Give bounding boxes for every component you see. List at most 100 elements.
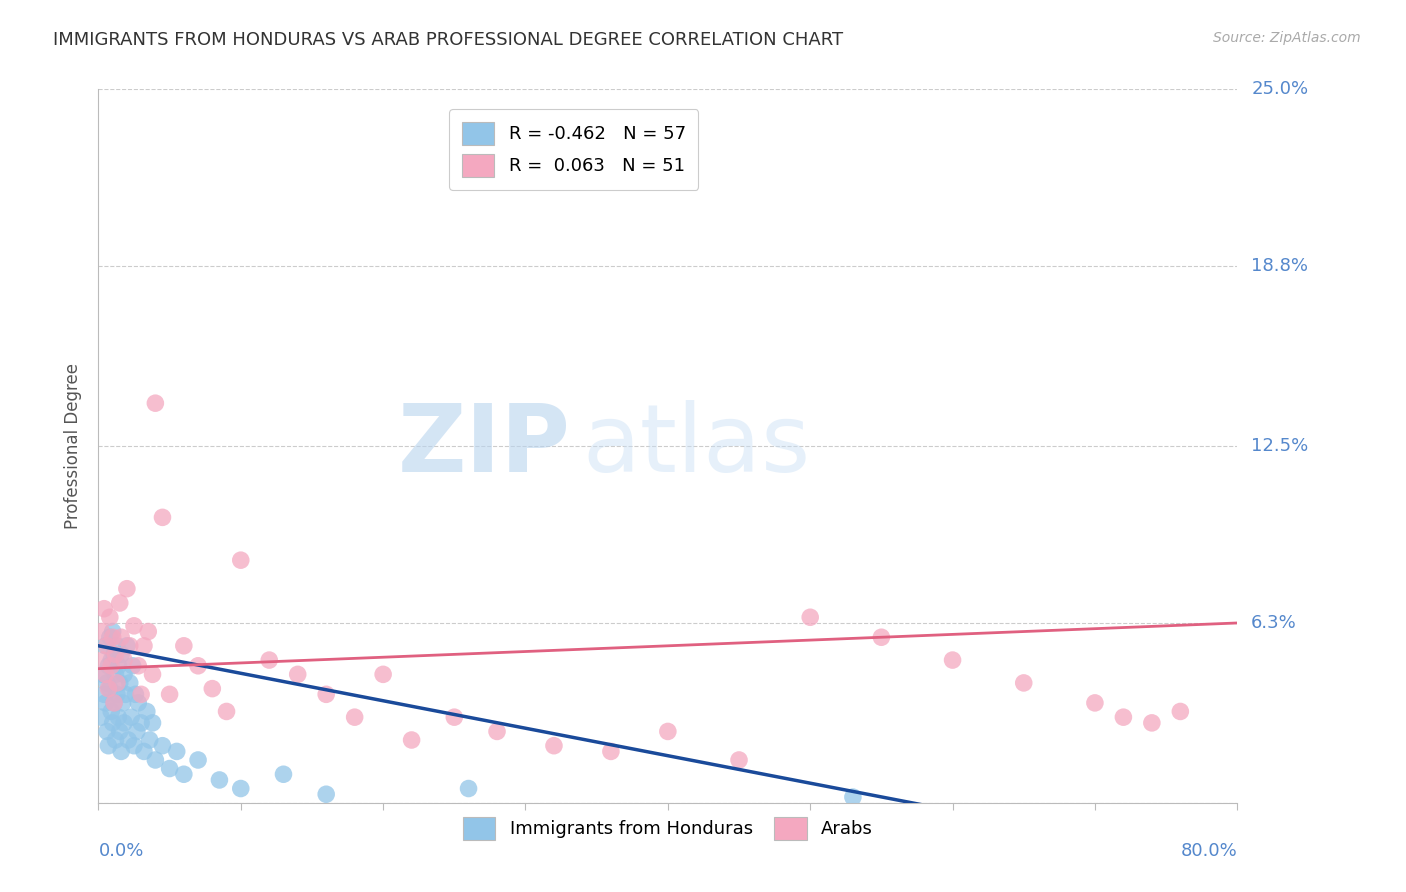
Point	[120, 710, 142, 724]
Point	[1012, 676, 1035, 690]
Point	[166, 744, 188, 758]
Point	[1112, 710, 1135, 724]
Point	[728, 753, 751, 767]
Point	[315, 787, 337, 801]
Point	[215, 705, 238, 719]
Point	[110, 744, 132, 758]
Text: atlas: atlas	[582, 400, 811, 492]
Point	[287, 667, 309, 681]
Point	[94, 667, 117, 681]
Point	[152, 510, 174, 524]
Point	[842, 790, 865, 805]
Point	[96, 724, 118, 739]
Point	[97, 739, 120, 753]
Point	[90, 624, 112, 639]
Point	[91, 667, 114, 681]
Text: Source: ZipAtlas.com: Source: ZipAtlas.com	[1213, 31, 1361, 45]
Point	[799, 610, 821, 624]
Point	[141, 715, 163, 730]
Point	[259, 653, 281, 667]
Point	[107, 658, 129, 673]
Point	[97, 658, 120, 673]
Point	[127, 658, 149, 673]
Point	[103, 648, 125, 662]
Point	[101, 624, 124, 639]
Point	[94, 639, 117, 653]
Point	[122, 739, 145, 753]
Point	[870, 630, 893, 644]
Point	[187, 753, 209, 767]
Point	[117, 733, 139, 747]
Text: 6.3%: 6.3%	[1251, 614, 1296, 632]
Point	[110, 648, 132, 662]
Point	[129, 687, 152, 701]
Point	[127, 696, 149, 710]
Y-axis label: Professional Degree: Professional Degree	[65, 363, 83, 529]
Point	[1170, 705, 1192, 719]
Point	[486, 724, 509, 739]
Point	[108, 724, 131, 739]
Point	[105, 676, 128, 690]
Point	[107, 710, 129, 724]
Point	[136, 624, 159, 639]
Point	[98, 681, 121, 696]
Point	[543, 739, 565, 753]
Point	[942, 653, 965, 667]
Point	[104, 667, 127, 681]
Point	[101, 630, 124, 644]
Text: 12.5%: 12.5%	[1251, 437, 1309, 455]
Point	[600, 744, 623, 758]
Point	[138, 733, 160, 747]
Point	[135, 705, 157, 719]
Point	[98, 610, 121, 624]
Point	[112, 667, 135, 681]
Point	[103, 696, 125, 710]
Text: 0.0%: 0.0%	[98, 842, 143, 860]
Point	[100, 658, 122, 673]
Point	[201, 681, 224, 696]
Point	[122, 619, 145, 633]
Point	[112, 653, 135, 667]
Point	[208, 772, 231, 787]
Point	[118, 639, 141, 653]
Point	[105, 687, 128, 701]
Point	[141, 667, 163, 681]
Point	[159, 687, 181, 701]
Point	[94, 696, 117, 710]
Point	[132, 744, 155, 758]
Point	[93, 601, 115, 615]
Point	[114, 687, 136, 701]
Point	[159, 762, 181, 776]
Point	[100, 705, 122, 719]
Point	[401, 733, 423, 747]
Point	[112, 715, 135, 730]
Point	[125, 724, 148, 739]
Text: 80.0%: 80.0%	[1181, 842, 1237, 860]
Point	[111, 696, 134, 710]
Point	[129, 715, 152, 730]
Point	[108, 596, 131, 610]
Point	[343, 710, 366, 724]
Point	[145, 753, 167, 767]
Point	[132, 639, 155, 653]
Point	[98, 630, 121, 644]
Point	[118, 676, 141, 690]
Text: 18.8%: 18.8%	[1251, 257, 1308, 275]
Point	[145, 396, 167, 410]
Point	[1084, 696, 1107, 710]
Point	[373, 667, 395, 681]
Point	[173, 639, 195, 653]
Legend: Immigrants from Honduras, Arabs: Immigrants from Honduras, Arabs	[456, 810, 880, 847]
Point	[93, 687, 115, 701]
Point	[91, 653, 114, 667]
Point	[187, 658, 209, 673]
Point	[1140, 715, 1163, 730]
Point	[657, 724, 679, 739]
Point	[103, 696, 125, 710]
Point	[229, 781, 252, 796]
Point	[96, 639, 118, 653]
Text: IMMIGRANTS FROM HONDURAS VS ARAB PROFESSIONAL DEGREE CORRELATION CHART: IMMIGRANTS FROM HONDURAS VS ARAB PROFESS…	[53, 31, 844, 49]
Point	[108, 676, 131, 690]
Point	[105, 639, 128, 653]
Point	[229, 553, 252, 567]
